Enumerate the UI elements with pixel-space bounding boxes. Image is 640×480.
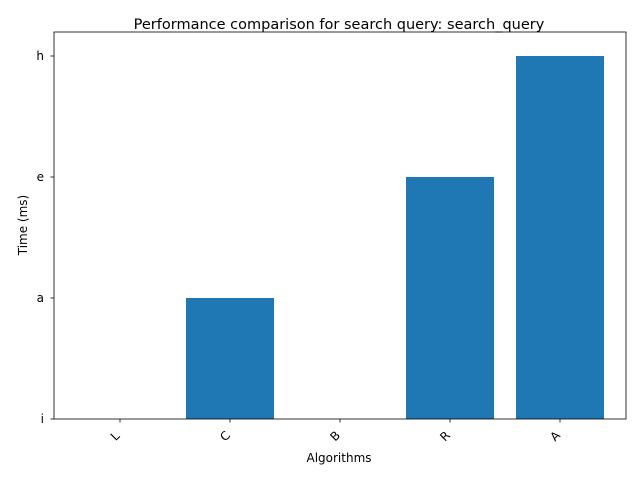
bar-R	[406, 177, 494, 419]
chart-title: Performance comparison for search query:…	[134, 17, 545, 33]
y-axis-ticks: i a e h	[36, 49, 54, 426]
y-tick-label: i	[41, 412, 44, 426]
y-tick-label: h	[36, 49, 44, 63]
x-tick-label: R	[437, 428, 453, 444]
x-axis-title: Algorithms	[306, 451, 371, 465]
x-tick-label: A	[547, 428, 563, 444]
x-tick-label: C	[217, 428, 233, 444]
x-tick-label: B	[327, 428, 343, 444]
bar-A	[516, 56, 604, 419]
plot-area: i a e h L C B R A	[36, 31, 627, 444]
y-tick-label: a	[37, 291, 44, 305]
bars	[186, 56, 604, 419]
x-tick-label: L	[108, 429, 123, 444]
bar-C	[186, 298, 274, 419]
y-tick-label: e	[37, 170, 44, 184]
y-axis-title: Time (ms)	[16, 195, 30, 257]
